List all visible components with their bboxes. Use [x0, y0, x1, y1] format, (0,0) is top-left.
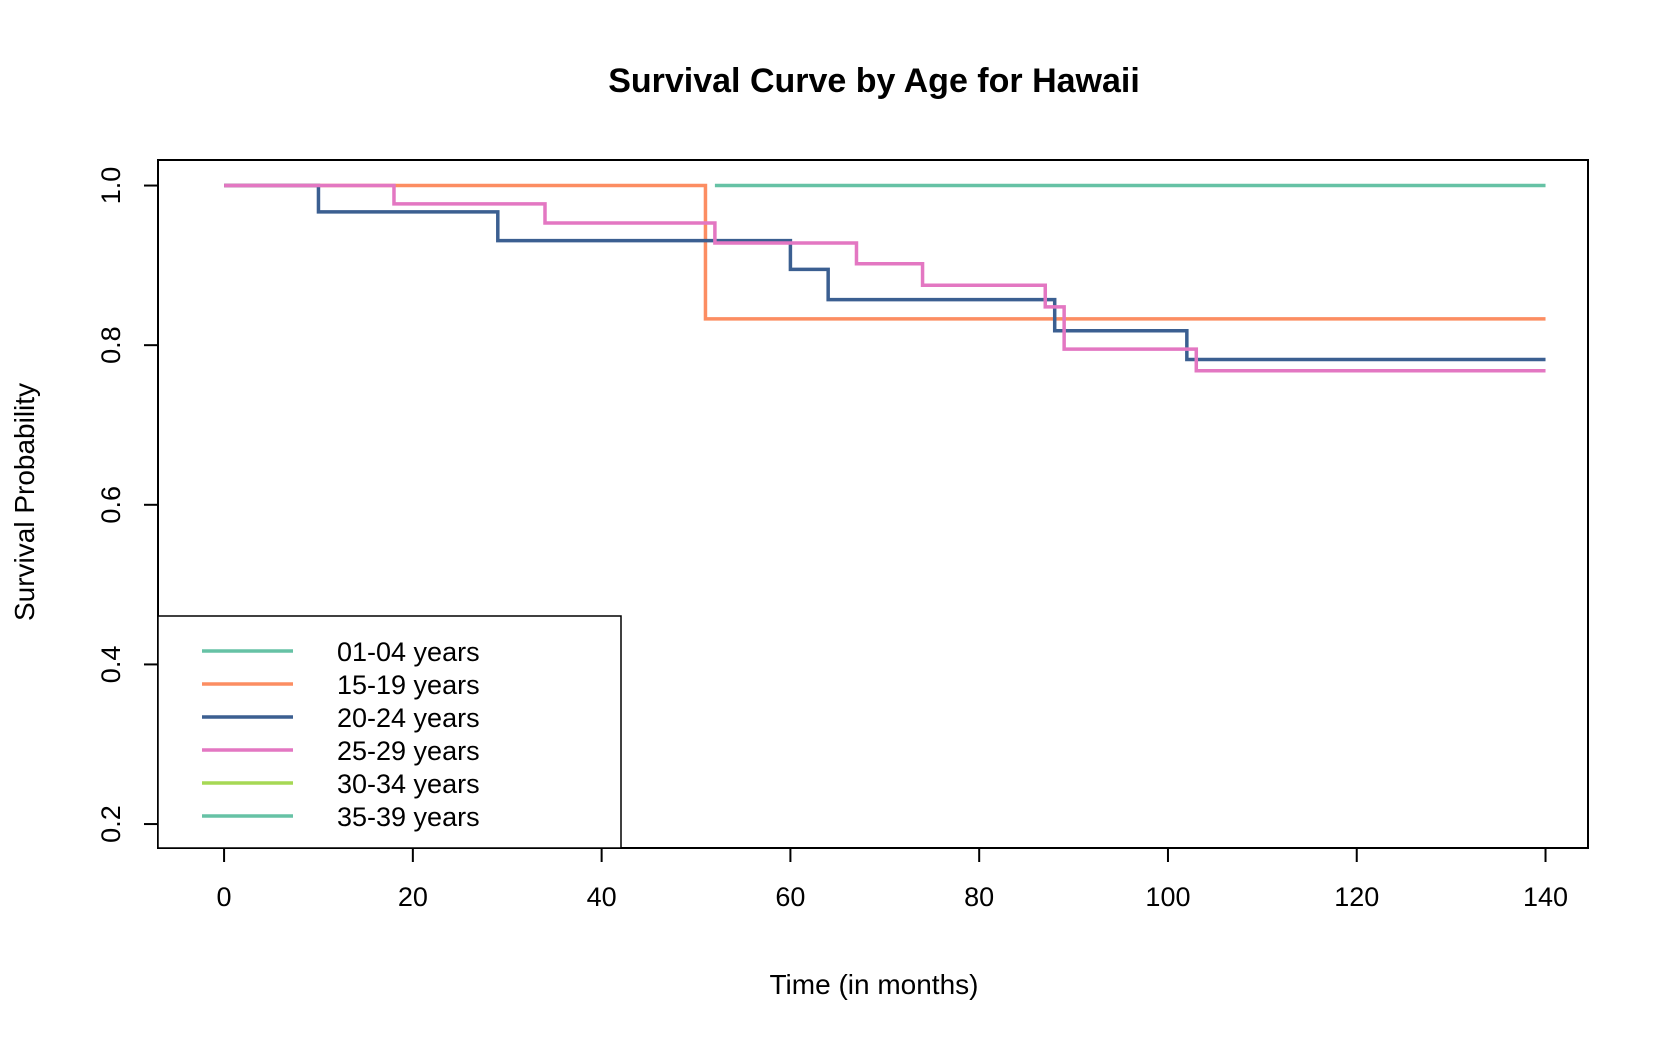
series-line-15-19-years: [224, 183, 1546, 321]
legend-label: 15-19 years: [337, 670, 480, 700]
legend-label: 01-04 years: [337, 637, 480, 667]
legend-label: 25-29 years: [337, 736, 480, 766]
x-tick-label: 60: [775, 882, 805, 912]
series-line-20-24-years: [224, 183, 1546, 362]
y-tick-label-group: 0.6: [96, 486, 126, 524]
x-axis-label: Time (in months): [769, 969, 978, 1000]
y-tick-label-group: 1.0: [96, 167, 126, 205]
y-axis-label: Survival Probability: [9, 383, 40, 621]
y-axis-ticks: 0.2 0.4 0.6 0.8 1.0: [96, 167, 158, 843]
legend-label: 30-34 years: [337, 769, 480, 799]
y-tick-label: 0.8: [96, 326, 126, 364]
legend-label: 35-39 years: [337, 802, 480, 832]
x-tick-label: 120: [1334, 882, 1379, 912]
y-axis-label-group: Survival Probability: [9, 383, 40, 621]
x-tick-label: 80: [964, 882, 994, 912]
y-tick-label: 0.2: [96, 805, 126, 843]
legend-label: 20-24 years: [337, 703, 480, 733]
y-tick-label: 0.4: [96, 646, 126, 684]
x-tick-label: 40: [587, 882, 617, 912]
y-tick-label: 0.6: [96, 486, 126, 524]
y-tick-label-group: 0.4: [96, 646, 126, 684]
series-layer: [224, 183, 1546, 373]
x-tick-label: 0: [217, 882, 232, 912]
y-tick-label-group: 0.8: [96, 326, 126, 364]
y-tick-label-group: 0.2: [96, 805, 126, 843]
chart-title: Survival Curve by Age for Hawaii: [608, 62, 1140, 100]
x-axis-ticks: 0 20 40 60 80 100 120 140: [217, 848, 1568, 912]
y-tick-label: 1.0: [96, 167, 126, 205]
x-tick-label: 100: [1145, 882, 1190, 912]
x-tick-label: 140: [1523, 882, 1568, 912]
legend-box: [157, 615, 622, 849]
x-tick-label: 20: [398, 882, 428, 912]
series-line-25-29-years: [224, 183, 1546, 373]
